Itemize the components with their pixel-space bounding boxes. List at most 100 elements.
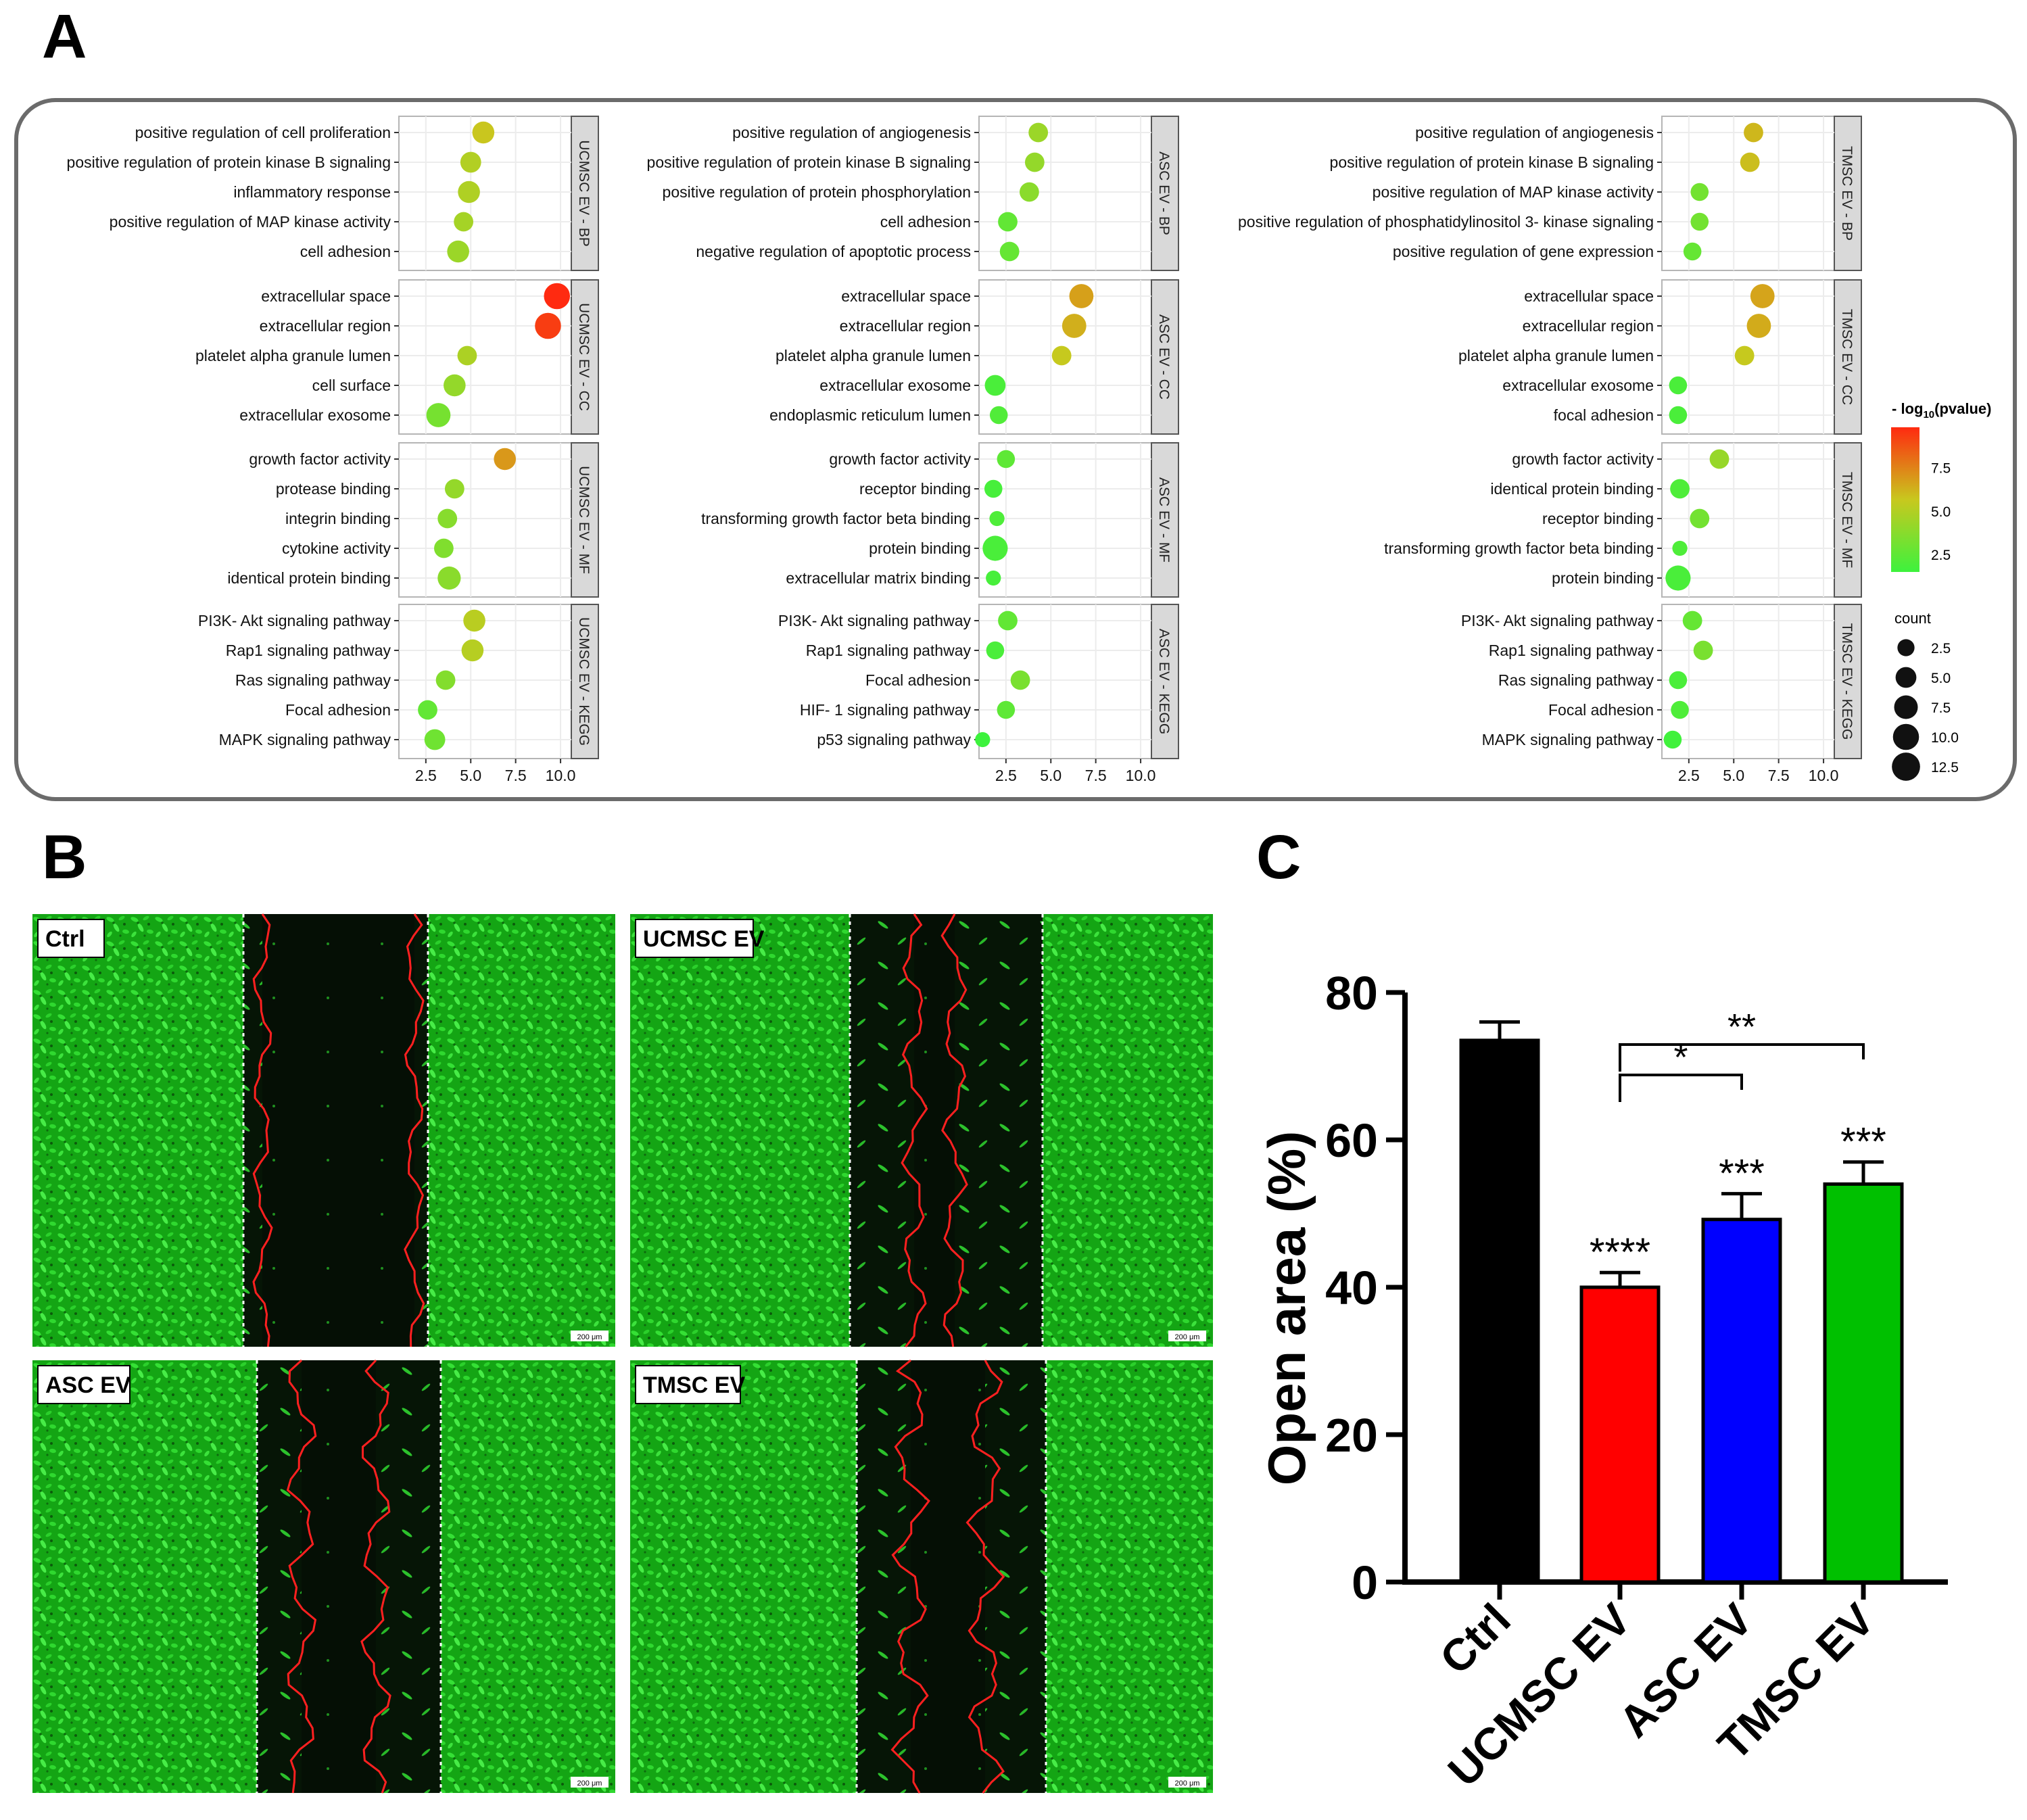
term-bubble (1693, 640, 1713, 661)
facet-strip (1834, 442, 1862, 598)
image-label-box (37, 919, 105, 958)
term-label: positive regulation of protein kinase B … (647, 153, 971, 171)
term-bubble (1670, 479, 1690, 499)
scale-bar-label: 200 μm (1175, 1333, 1200, 1341)
term-bubble (1669, 671, 1688, 690)
x-tick-label: 7.5 (1768, 767, 1790, 784)
term-label: positive regulation of protein kinase B … (1330, 153, 1654, 171)
facet-tmsc-ev-bp: TMSC EV - BP positive regulation of angio… (1238, 116, 1862, 271)
term-label: p53 signaling pathway (817, 731, 971, 748)
y-tick-label: 60 (1325, 1114, 1378, 1167)
scale-bar-box (571, 1331, 609, 1341)
term-label: Focal adhesion (865, 671, 971, 689)
facet-strip (1151, 116, 1179, 271)
term-bubble (461, 639, 484, 662)
panel-a-frame (14, 98, 2017, 801)
color-legend-title: - log10(pvalue) (1892, 400, 1991, 421)
term-label: growth factor activity (829, 450, 971, 468)
term-bubble (1663, 730, 1682, 749)
term-bubble (986, 570, 1001, 586)
facet-strip-label: TMSC EV - CC (1839, 309, 1855, 405)
term-label: positive regulation of phosphatidylinosi… (1238, 213, 1654, 231)
facet-strip (571, 116, 599, 271)
y-tick-label: 0 (1352, 1556, 1378, 1609)
term-label: positive regulation of MAP kinase activi… (110, 213, 391, 231)
term-label: HIF- 1 signaling pathway (800, 701, 972, 719)
color-legend-tick-label: 5.0 (1931, 504, 1951, 520)
term-bubble (463, 609, 485, 632)
size-legend-label: 2.5 (1931, 641, 1951, 656)
facet-strip-label: UCMSC EV - MF (576, 466, 592, 574)
term-label: positive regulation of protein phosphory… (663, 183, 971, 201)
term-bubble (1740, 152, 1760, 172)
term-bubble (982, 535, 1008, 561)
color-legend-bar (1891, 427, 1919, 572)
term-label: integrin binding (285, 510, 391, 527)
facet-strip (1834, 116, 1862, 271)
scale-bar-box (1168, 1331, 1206, 1341)
bracket-label: * (1673, 1037, 1688, 1078)
facet-strip-label: UCMSC EV - KEGG (576, 617, 592, 746)
facet-strip-label: TMSC EV - KEGG (1839, 623, 1855, 740)
size-legend-label: 12.5 (1931, 760, 1959, 775)
term-bubble (998, 212, 1018, 232)
x-tick-label: 7.5 (505, 767, 527, 784)
bar-ucmsc-ev (1579, 1285, 1661, 1584)
size-legend-dot (1894, 695, 1918, 719)
size-legend-title: count (1894, 610, 1931, 627)
term-label: PI3K- Akt signaling pathway (198, 612, 391, 629)
wound-image-ctrl: Ctrl 200 μm (32, 913, 615, 1347)
facet-asc-ev-cc: ASC EV - CC extracellular space extracellu… (769, 279, 1179, 435)
term-bubble (1672, 540, 1688, 556)
term-label: positive regulation of angiogenesis (732, 124, 971, 141)
x-tick-label: 10.0 (1126, 767, 1156, 784)
term-bubble (984, 479, 1003, 498)
color-legend: - log10(pvalue) 7.5 5.0 2.5 (1891, 400, 1991, 572)
x-tick-label: 2.5 (995, 767, 1017, 784)
wound-edge-outline (901, 913, 928, 1347)
term-bubble (1028, 122, 1049, 143)
x-tick-label: 2.5 (1678, 767, 1700, 784)
term-label: extracellular region (1523, 317, 1654, 335)
x-tick-label: 2.5 (415, 767, 437, 784)
term-bubble (494, 448, 517, 471)
term-label: growth factor activity (249, 450, 391, 468)
facet-strip-label: UCMSC EV - CC (576, 303, 592, 411)
facet-plot-area (398, 279, 572, 435)
term-label: MAPK signaling pathway (1482, 731, 1654, 748)
term-label: cell adhesion (300, 243, 391, 260)
term-label: positive regulation of angiogenesis (1415, 124, 1654, 141)
term-label: platelet alpha granule lumen (776, 347, 971, 364)
wound-image-tmsc-ev: TMSC EV 200 μm (630, 1359, 1213, 1794)
term-label: extracellular exosome (819, 377, 971, 394)
facet-strip (1151, 442, 1179, 598)
term-label: extracellular space (1524, 287, 1654, 305)
term-label: Focal adhesion (1548, 701, 1654, 719)
term-label: protein binding (869, 540, 971, 557)
x-tick-label: 5.0 (1723, 767, 1744, 784)
wound-gap (262, 914, 414, 1347)
term-bubble (460, 151, 481, 173)
x-tick-label: 7.5 (1085, 767, 1107, 784)
bubble-column-asc: ASC EV - BP positive regulation of angiog… (647, 116, 1179, 784)
facet-strip (1834, 279, 1862, 435)
term-label: PI3K- Akt signaling pathway (778, 612, 972, 629)
term-label: Rap1 signaling pathway (806, 642, 972, 659)
term-bubble (1734, 345, 1755, 366)
x-tick-label: 5.0 (460, 767, 481, 784)
scale-bar-label: 200 μm (1175, 1779, 1200, 1788)
term-bubble (1051, 345, 1072, 366)
bar-tmsc-ev (1823, 1182, 1904, 1584)
facet-tmsc-ev-kegg: TMSC EV - KEGG PI3K- Akt signaling pathwa… (1461, 604, 1862, 759)
facet-strip-label: ASC EV - BP (1156, 151, 1172, 235)
term-label: extracellular exosome (239, 406, 391, 424)
term-label: protease binding (276, 480, 391, 498)
facet-strip (571, 604, 599, 759)
image-label: UCMSC EV (643, 926, 765, 952)
term-label: MAPK signaling pathway (219, 731, 391, 748)
y-tick-label: 40 (1325, 1262, 1378, 1314)
bar-asc-ev (1701, 1218, 1782, 1584)
term-label: Ras signaling pathway (1498, 671, 1654, 689)
